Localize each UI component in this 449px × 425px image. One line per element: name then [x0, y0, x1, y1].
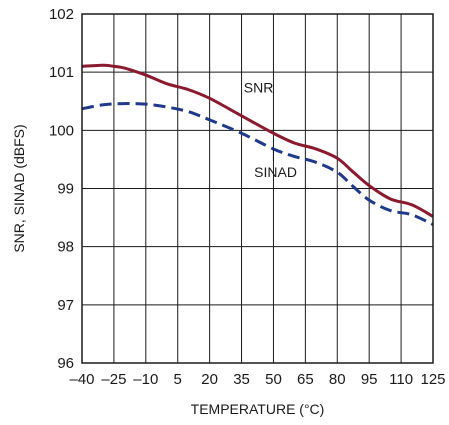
plot-frame — [81, 13, 434, 364]
y-tick-label: 99 — [57, 181, 74, 198]
y-tick-label: 98 — [57, 239, 74, 256]
y-axis-label: SNR, SINAD (dBFS) — [11, 124, 27, 252]
grid-lines — [81, 13, 434, 364]
x-tick-label: 5 — [174, 371, 182, 388]
series-label-sinad: SINAD — [254, 164, 297, 180]
x-tick-label: –25 — [101, 371, 126, 388]
x-tick-label: 35 — [233, 371, 250, 388]
x-axis-label: TEMPERATURE (°C) — [191, 401, 325, 417]
x-tick-label: 20 — [201, 371, 218, 388]
y-tick-label: 100 — [49, 122, 74, 139]
x-tick-label: –10 — [133, 371, 158, 388]
y-tick-label: 102 — [49, 6, 74, 23]
y-tick-label: 101 — [49, 64, 74, 81]
series-label-snr: SNR — [244, 80, 274, 96]
tick-labels: –40 –25 –10 5 20 35 50 65 80 95 110 125 96 97 98 99 100 1… — [49, 6, 446, 388]
series-labels: SNR SINAD — [244, 80, 297, 180]
x-tick-label: 50 — [265, 371, 282, 388]
y-tick-label: 96 — [57, 355, 74, 372]
x-tick-label: 125 — [420, 371, 445, 388]
x-tick-label: 80 — [329, 371, 346, 388]
x-tick-label: 65 — [297, 371, 314, 388]
x-tick-label: –40 — [69, 371, 94, 388]
x-tick-label: 95 — [361, 371, 378, 388]
x-tick-label: 110 — [389, 371, 413, 388]
y-tick-label: 97 — [57, 297, 74, 314]
series-snr-line — [81, 63, 434, 218]
